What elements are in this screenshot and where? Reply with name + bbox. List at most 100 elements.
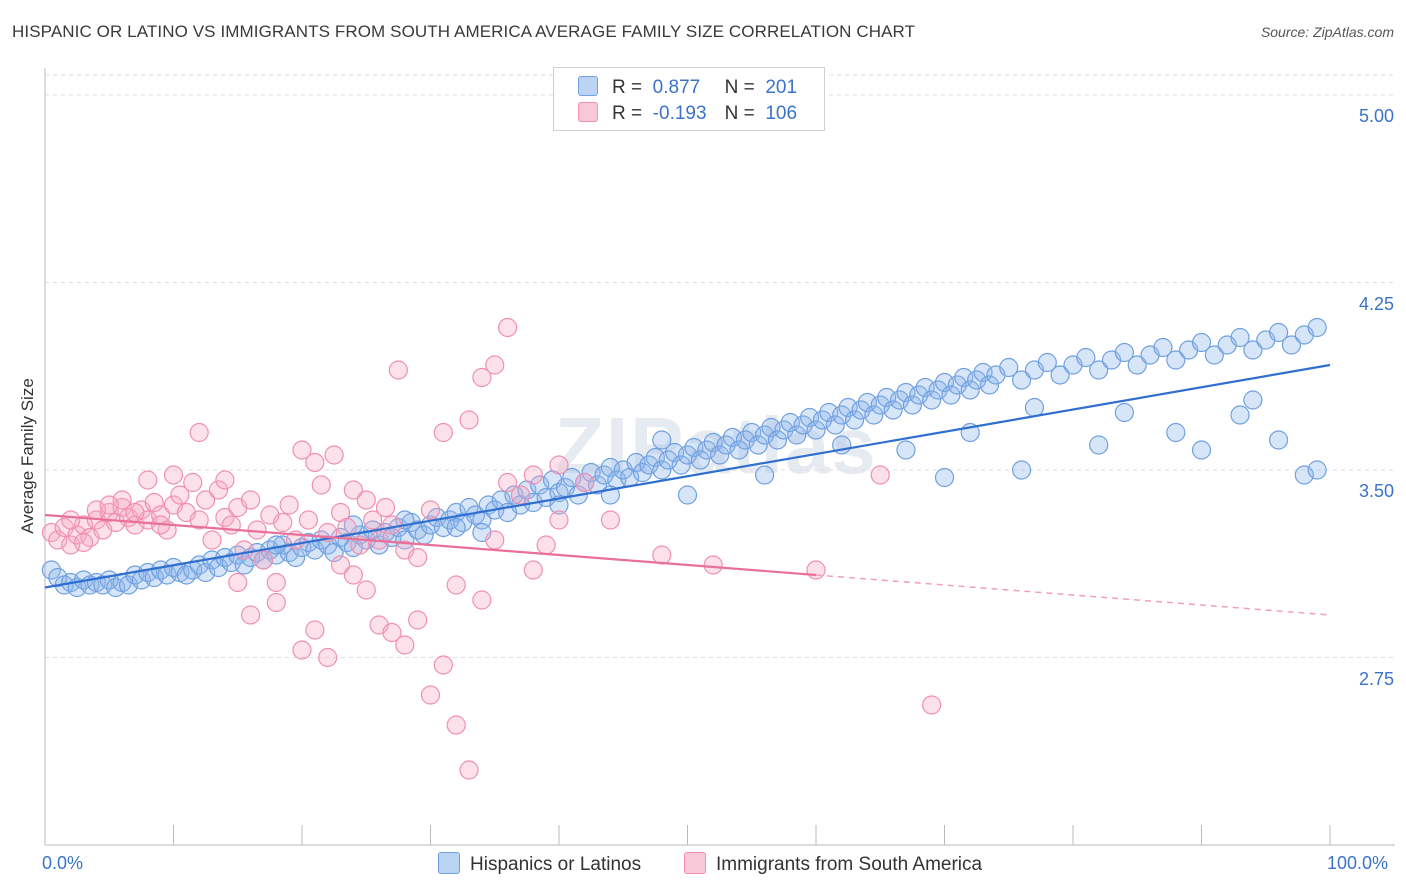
r-value: 0.877 (652, 77, 701, 98)
data-point (395, 530, 415, 550)
data-point (459, 410, 479, 430)
data-point (1230, 405, 1250, 425)
data-point (382, 515, 402, 535)
data-point (530, 475, 550, 495)
data-point (523, 465, 543, 485)
data-point (292, 640, 312, 660)
data-point (234, 555, 254, 575)
legend-item-hispanics: Hispanics or Latinos (438, 852, 641, 876)
data-point (112, 490, 132, 510)
data-point (196, 490, 216, 510)
data-point (196, 562, 216, 583)
data-point (960, 380, 980, 400)
data-point (825, 415, 845, 435)
data-point (549, 495, 569, 515)
data-point (1166, 350, 1186, 370)
trend-lines (44, 363, 1331, 616)
y-tick-label: 3.50 (1358, 481, 1394, 501)
data-point (1243, 390, 1263, 410)
data-point (118, 575, 139, 595)
data-point (639, 455, 659, 475)
data-point (433, 422, 453, 443)
y-tick-label: 4.25 (1358, 293, 1394, 314)
data-point (1024, 397, 1045, 418)
legend-row-immigrants: R = -0.193 N = 106 (578, 102, 797, 126)
data-point (170, 485, 190, 505)
data-point (420, 500, 441, 520)
data-point (710, 445, 730, 465)
data-point (549, 455, 569, 475)
data-point (1191, 440, 1212, 460)
legend-row-hispanics: R = 0.877 N = 201 (578, 76, 797, 100)
correlation-legend: R = 0.877 N = 201 R = -0.193 N = 106 (553, 67, 825, 131)
data-point (806, 560, 826, 580)
data-point (844, 410, 865, 430)
data-point (1294, 465, 1314, 485)
data-point (909, 385, 929, 405)
y-tick-label: 5.00 (1358, 106, 1394, 126)
data-point (729, 440, 749, 460)
data-point (697, 440, 717, 460)
data-point (73, 532, 94, 553)
data-point (408, 610, 428, 630)
data-point (215, 507, 235, 528)
data-point (125, 502, 145, 523)
data-point (1268, 322, 1289, 343)
data-point (337, 517, 357, 538)
data-point (459, 497, 479, 518)
data-point (883, 400, 903, 420)
data-point (896, 440, 916, 460)
data-point (305, 620, 325, 640)
data-point (279, 495, 299, 515)
r-value: -0.193 (652, 103, 707, 124)
data-point (1076, 347, 1096, 368)
data-point (253, 550, 274, 570)
data-point (485, 355, 505, 375)
data-point (189, 510, 209, 530)
data-point (208, 480, 229, 500)
data-point (324, 445, 344, 465)
data-point (767, 430, 788, 450)
data-point (754, 425, 775, 445)
data-point (343, 565, 363, 585)
x-tick-label-min: 0.0% (42, 853, 84, 873)
n-label: N = (724, 77, 755, 98)
data-point (793, 415, 813, 435)
data-point (754, 465, 775, 485)
data-point (1153, 337, 1173, 358)
data-point (1011, 370, 1032, 390)
data-point (472, 590, 492, 610)
n-value: 201 (765, 77, 798, 98)
data-point (266, 572, 286, 593)
data-point (363, 510, 383, 530)
data-point (889, 390, 910, 410)
data-point (1089, 360, 1109, 380)
data-point (806, 420, 826, 440)
data-point (922, 695, 942, 715)
data-point (420, 685, 441, 705)
data-point (408, 547, 428, 568)
data-point (241, 605, 261, 625)
data-point (266, 592, 286, 613)
watermark: ZIPatlas (555, 400, 878, 492)
r-label: R = (612, 77, 643, 98)
trend-line-hispanics (44, 363, 1331, 589)
data-point (498, 317, 518, 338)
data-point (48, 567, 68, 588)
data-point (941, 385, 961, 405)
data-point (1268, 430, 1289, 450)
y-tick-label: 2.75 (1358, 668, 1394, 689)
data-point (632, 462, 653, 483)
data-point (870, 465, 890, 485)
data-point (1037, 352, 1057, 373)
data-point (1166, 422, 1186, 443)
data-point (832, 405, 852, 425)
r-label: R = (612, 103, 643, 124)
data-point (318, 647, 338, 668)
data-point (1281, 335, 1302, 355)
data-point (902, 395, 922, 415)
data-point (234, 540, 254, 560)
data-point (408, 520, 428, 540)
data-point (549, 510, 569, 530)
data-point (41, 560, 62, 580)
